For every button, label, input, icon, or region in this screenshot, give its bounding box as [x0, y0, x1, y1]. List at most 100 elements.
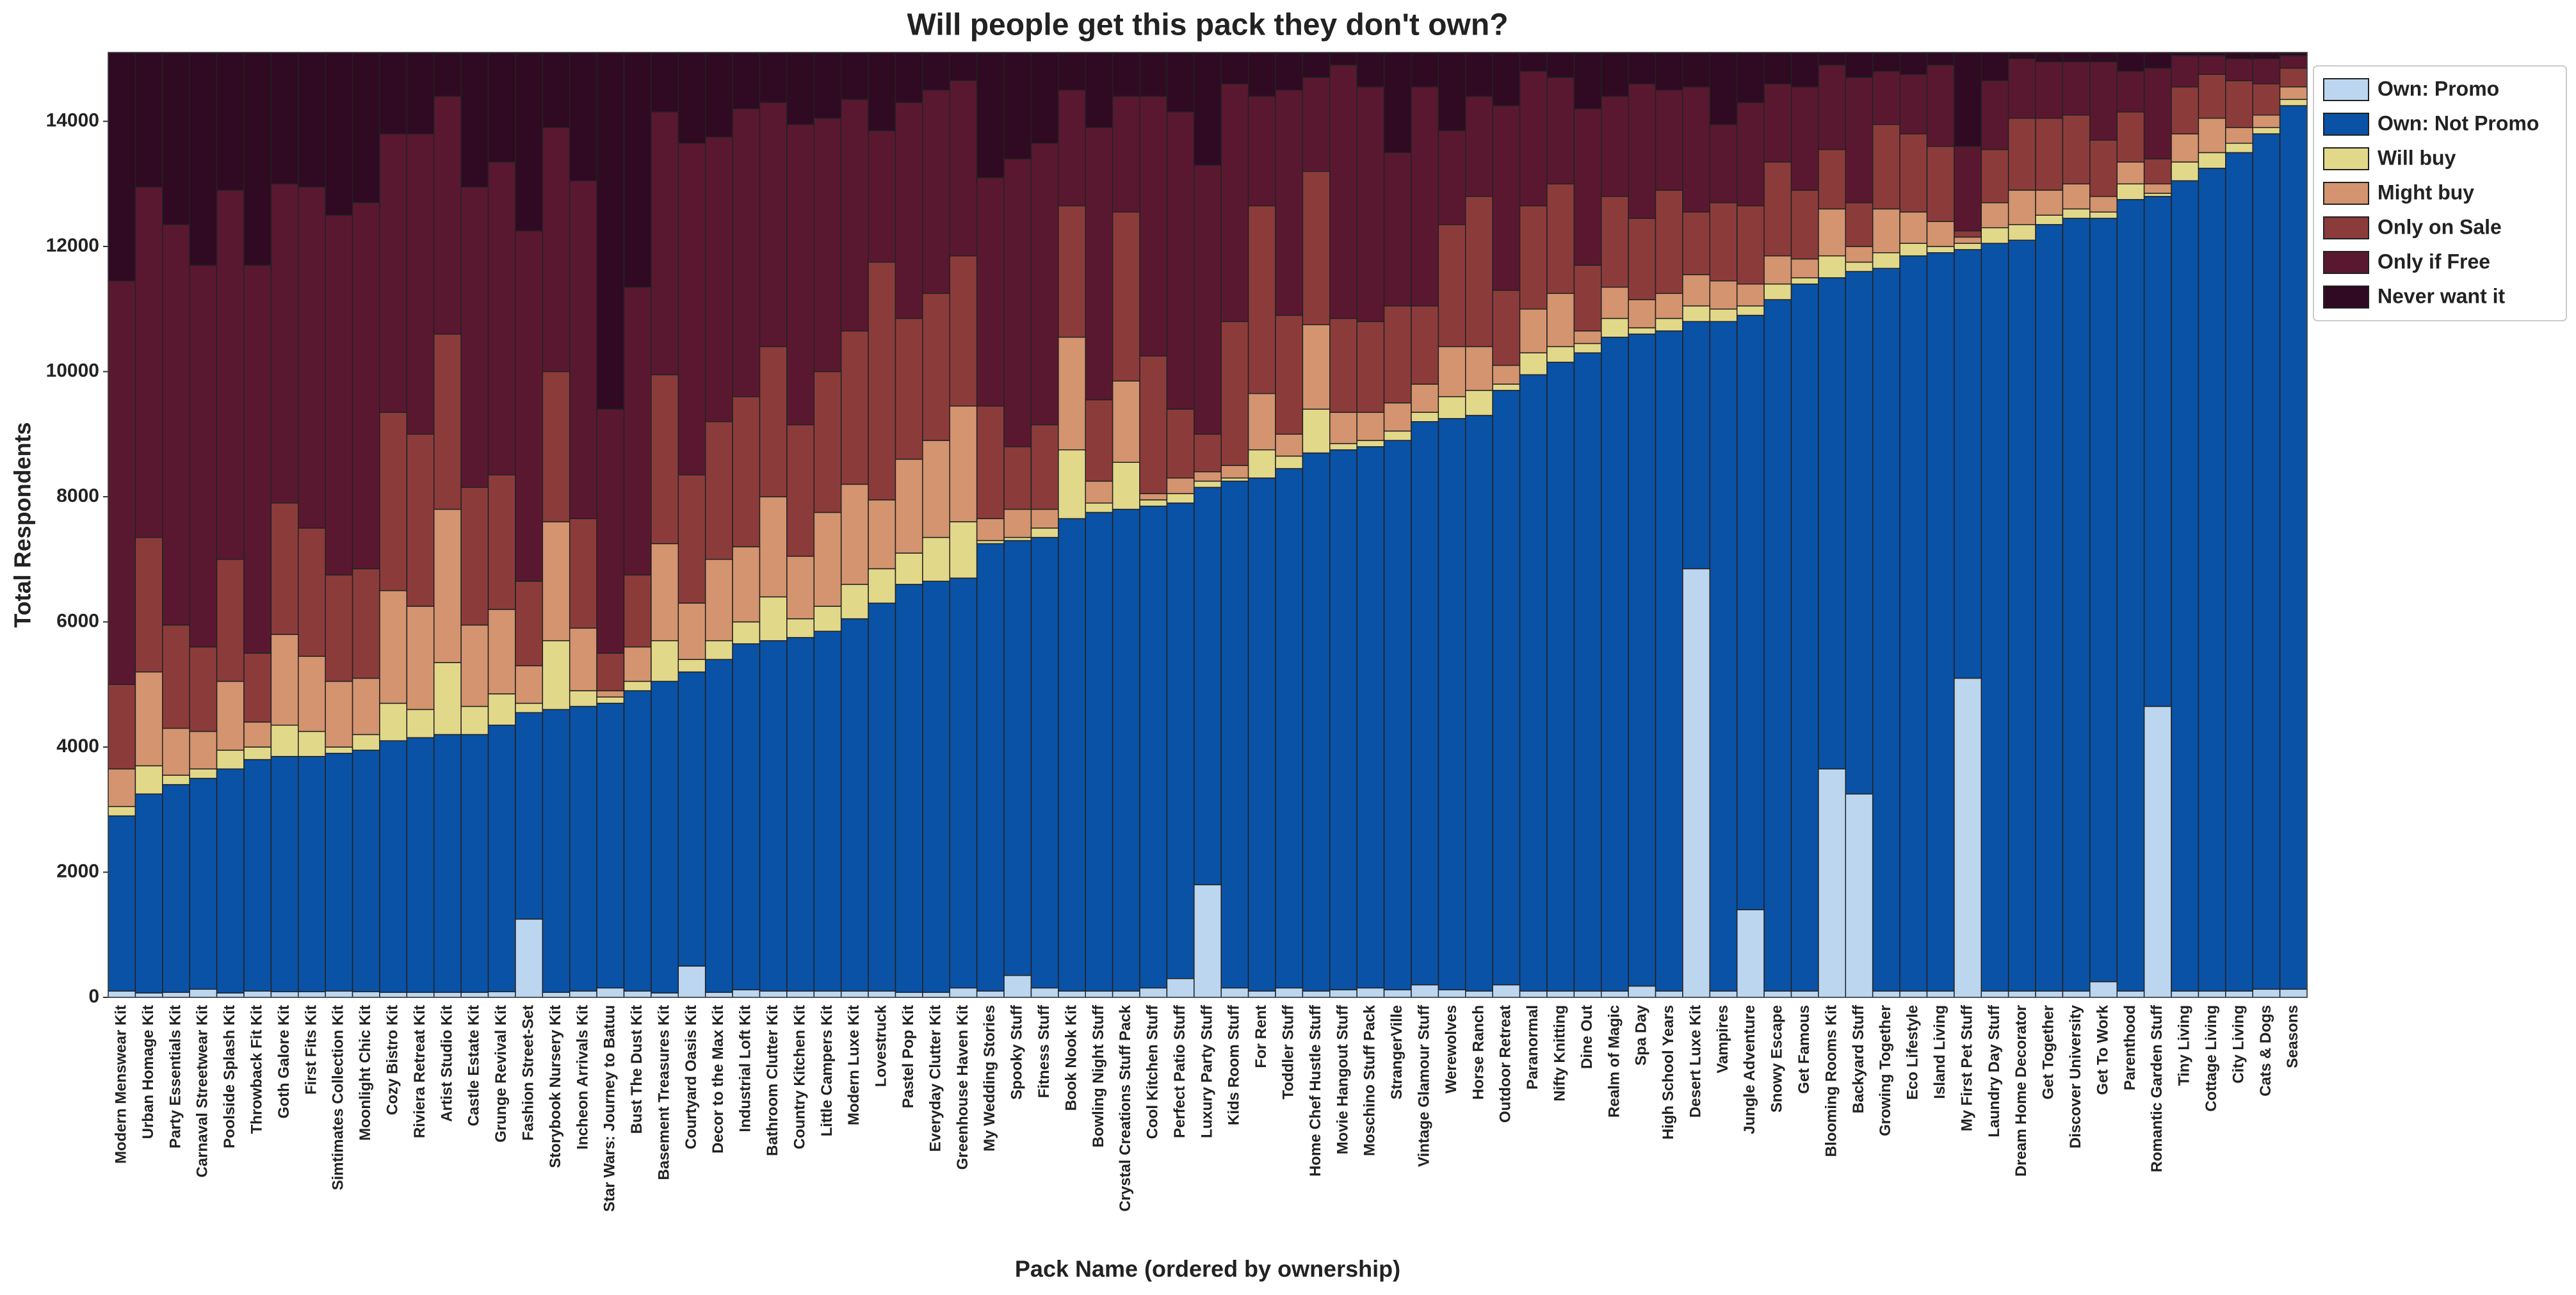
- bar-segment: [1709, 990, 1738, 998]
- bar-segment: [1112, 95, 1140, 213]
- bar-segment: [1763, 299, 1792, 992]
- bar-segment: [2198, 117, 2226, 154]
- bar-segment: [704, 659, 733, 993]
- bar-segment: [1600, 95, 1629, 197]
- x-tick-label: Moschino Stuff Pack: [1361, 1004, 1379, 1156]
- x-tick-label: Everyday Clutter Kit: [927, 1005, 944, 1152]
- x-tick-label: Vintage Glamour Stuff: [1416, 1004, 1433, 1167]
- bar-segment: [1003, 540, 1032, 976]
- bar-segment: [1546, 183, 1575, 294]
- y-tick-label: 4000: [56, 736, 99, 757]
- legend-label: Might buy: [2378, 181, 2474, 204]
- bar-segment: [1220, 465, 1249, 479]
- bar-segment: [2225, 80, 2253, 129]
- bar-segment: [460, 734, 489, 993]
- bar-segment: [1085, 399, 1114, 482]
- legend-label: Only if Free: [2378, 250, 2490, 273]
- bar-segment: [1247, 205, 1276, 394]
- bar-segment: [1682, 52, 1711, 88]
- bar-segment: [1085, 480, 1114, 504]
- bar-segment: [325, 990, 353, 998]
- bar-segment: [2007, 58, 2036, 119]
- bar-segment: [1899, 74, 1928, 134]
- bar-segment: [1682, 274, 1711, 307]
- bar-segment: [949, 405, 978, 522]
- plot-frame: [108, 52, 2308, 998]
- bar-segment: [1763, 283, 1792, 300]
- bar-segment: [162, 784, 190, 993]
- bar-segment: [949, 80, 978, 257]
- bar-segment: [949, 52, 978, 81]
- x-tick-label: Snowy Escape: [1769, 1005, 1786, 1113]
- bar-segment: [704, 421, 733, 560]
- bar-segment: [2225, 152, 2253, 992]
- x-tick-label: Romantic Garden Stuff: [2148, 1004, 2166, 1172]
- bar-segment: [1112, 211, 1140, 382]
- bar-segment: [2035, 61, 2064, 119]
- bar-segment: [270, 755, 299, 992]
- x-tick-label: Country Kitchen Kit: [791, 1005, 808, 1149]
- bar-segment: [1329, 989, 1357, 998]
- x-tick-label: First Fits Kit: [302, 1005, 320, 1095]
- bar-segment: [352, 677, 380, 736]
- bar-segment: [1058, 449, 1086, 519]
- bar-segment: [1845, 271, 1874, 795]
- bar-segment: [922, 440, 950, 538]
- bar-segment: [677, 474, 706, 604]
- bar-segment: [1194, 487, 1222, 885]
- x-tick-label: Industrial Loft Kit: [737, 1005, 754, 1132]
- bar-segment: [2143, 705, 2172, 998]
- bar-segment: [786, 424, 815, 557]
- bar-segment: [922, 293, 950, 441]
- bar-segment: [1981, 243, 2009, 992]
- bar-segment: [1492, 984, 1521, 998]
- bar-segment: [840, 483, 869, 585]
- x-tick-label: Get To Work: [2094, 1004, 2111, 1095]
- bar-segment: [949, 577, 978, 989]
- bar-segment: [759, 640, 788, 992]
- bar-segment: [2171, 180, 2199, 992]
- bar-segment: [1465, 95, 1493, 197]
- bar-segment: [243, 264, 272, 654]
- bar-segment: [1383, 152, 1412, 307]
- bar-segment: [1573, 52, 1602, 109]
- bar-segment: [1411, 52, 1439, 88]
- bar-segment: [1465, 346, 1493, 391]
- bar-segment: [1818, 255, 1847, 278]
- bar-segment: [216, 750, 245, 769]
- bar-segment: [1058, 205, 1086, 338]
- bar-segment: [162, 224, 190, 626]
- x-tick-label: Paranormal: [1524, 1005, 1541, 1090]
- x-tick-label: Urban Homage Kit: [140, 1005, 157, 1139]
- bar-segment: [596, 987, 625, 998]
- bar-segment: [2089, 218, 2118, 983]
- bar-segment: [2089, 140, 2118, 197]
- bar-segment: [1356, 86, 1385, 323]
- bar-segment: [759, 102, 788, 348]
- bar-segment: [786, 637, 815, 992]
- bar-segment: [2252, 52, 2281, 60]
- bar-segment: [1438, 346, 1466, 398]
- bar-segment: [1709, 280, 1738, 310]
- x-tick-label: Grunge Revival Kit: [492, 1005, 510, 1143]
- bar-segment: [949, 987, 978, 998]
- bar-segment: [1926, 990, 1955, 998]
- bar-segment: [433, 52, 462, 97]
- bar-segment: [732, 621, 761, 645]
- bar-segment: [1058, 990, 1086, 998]
- bar-segment: [216, 992, 245, 998]
- bar-segment: [1275, 455, 1304, 469]
- x-tick-label: Horse Ranch: [1470, 1005, 1487, 1100]
- bar-segment: [2062, 114, 2091, 185]
- bar-segment: [542, 127, 571, 373]
- bar-segment: [515, 52, 544, 232]
- bar-segment: [1220, 987, 1249, 998]
- x-tick-label: Laundry Day Stuff: [1986, 1004, 2003, 1138]
- bar-segment: [1519, 205, 1548, 310]
- bar-segment: [704, 559, 733, 641]
- bar-segment: [1546, 346, 1575, 363]
- legend-label: Only on Sale: [2378, 215, 2502, 238]
- bar-segment: [1546, 990, 1575, 998]
- x-tick-label: Star Wars: Journey to Batuu: [601, 1005, 619, 1212]
- bar-segment: [840, 330, 869, 485]
